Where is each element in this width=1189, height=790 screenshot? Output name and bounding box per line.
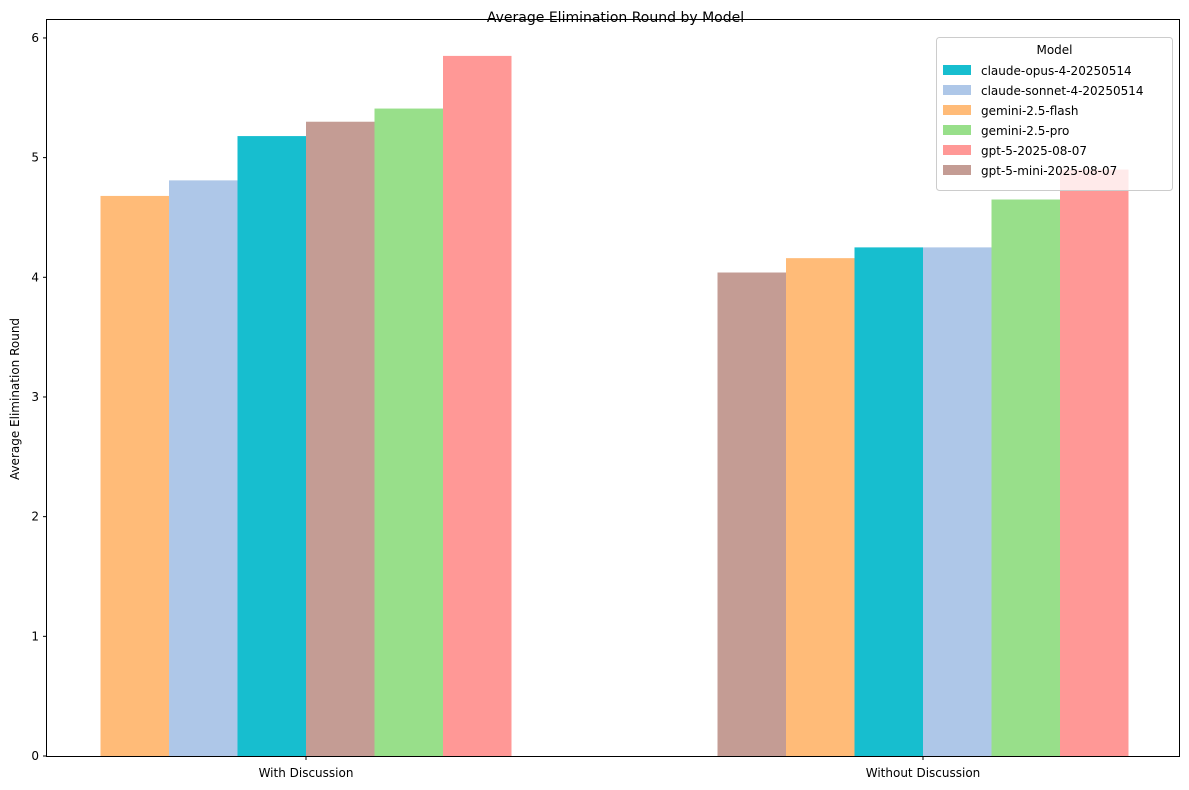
legend-swatch-gpt-5-mini-2025-08-07: [943, 165, 971, 175]
y-tick-label: 1: [31, 629, 39, 643]
bar-with-discussion-gpt-5-mini-2025-08-07: [306, 121, 375, 757]
bars-layer: [100, 55, 1129, 757]
bar-without-discussion-claude-opus-4-20250514: [854, 247, 923, 756]
y-axis-label: Average Elimination Round: [8, 318, 22, 480]
bar-with-discussion-gemini-2-5-pro: [374, 108, 443, 757]
legend-label-gpt-5-2025-08-07: gpt-5-2025-08-07: [981, 144, 1087, 158]
y-tick-label: 5: [31, 151, 39, 165]
legend-label-gpt-5-mini-2025-08-07: gpt-5-mini-2025-08-07: [981, 164, 1117, 178]
legend: Model claude-opus-4-20250514 claude-sonne…: [936, 37, 1173, 191]
chart-title: Average Elimination Round by Model: [487, 10, 744, 26]
legend-label-gemini-2-5-flash: gemini-2.5-flash: [981, 104, 1078, 118]
bar-with-discussion-claude-sonnet-4-20250514: [169, 180, 238, 756]
plot-frame: [46, 19, 1180, 757]
bar-without-discussion-claude-sonnet-4-20250514: [923, 247, 992, 756]
bar-without-discussion-gemini-2-5-pro: [991, 199, 1060, 756]
bar-without-discussion-gpt-5-2025-08-07: [1060, 169, 1129, 756]
legend-swatch-claude-opus-4-20250514: [943, 65, 971, 75]
legend-swatch-gemini-2-5-pro: [943, 125, 971, 135]
y-tick-label: 0: [31, 749, 39, 763]
axes-layer: [46, 19, 1180, 757]
legend-swatch-gpt-5-2025-08-07: [943, 145, 971, 155]
legend-box: [936, 37, 1173, 191]
legend-title: Model: [1036, 43, 1072, 57]
x-tick-label-without-discussion: Without Discussion: [866, 766, 981, 780]
y-tick-label: 3: [31, 390, 39, 404]
x-axis: With Discussion Without Discussion: [259, 756, 981, 780]
legend-label-gemini-2-5-pro: gemini-2.5-pro: [981, 124, 1069, 138]
bar-with-discussion-gemini-2-5-flash: [100, 195, 169, 757]
legend-swatch-claude-sonnet-4-20250514: [943, 85, 971, 95]
bar-with-discussion-claude-opus-4-20250514: [237, 136, 306, 757]
legend-label-claude-opus-4-20250514: claude-opus-4-20250514: [981, 64, 1132, 78]
bar-with-discussion-gpt-5-2025-08-07: [443, 55, 512, 756]
x-tick-label-with-discussion: With Discussion: [259, 766, 354, 780]
legend-label-claude-sonnet-4-20250514: claude-sonnet-4-20250514: [981, 84, 1144, 98]
y-tick-label: 4: [31, 270, 39, 284]
y-tick-label: 6: [31, 31, 39, 45]
y-axis: 0 1 2 3 4 5 6: [31, 31, 47, 763]
legend-swatch-gemini-2-5-flash: [943, 105, 971, 115]
y-tick-label: 2: [31, 510, 39, 524]
bar-without-discussion-gpt-5-mini-2025-08-07: [717, 272, 786, 756]
bar-without-discussion-gemini-2-5-flash: [786, 258, 855, 756]
